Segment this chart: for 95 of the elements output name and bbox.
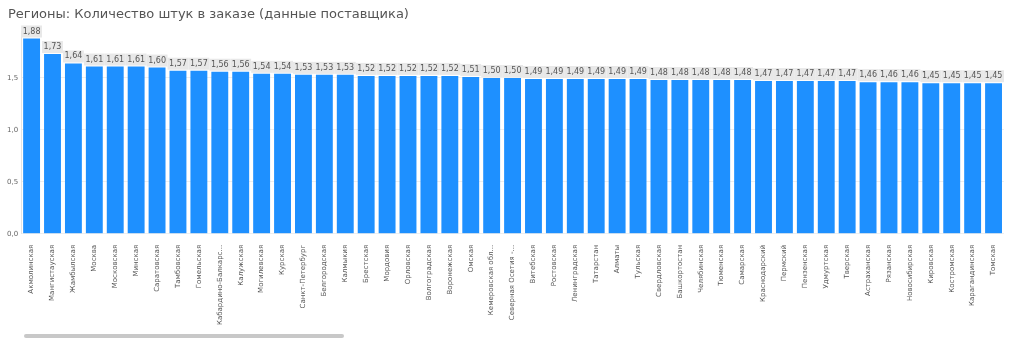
- bar: [817, 81, 835, 234]
- bar: [441, 75, 459, 234]
- data-label: 1,47: [817, 69, 836, 79]
- bar: [545, 79, 563, 234]
- bar: [922, 83, 940, 234]
- data-label: 1,46: [900, 70, 919, 80]
- bar: [525, 79, 542, 234]
- data-label: 1,51: [461, 65, 480, 75]
- bar: [127, 66, 145, 234]
- bar: [796, 81, 814, 234]
- data-label: 1,56: [231, 59, 250, 69]
- data-label: 1,52: [378, 63, 396, 73]
- data-label: 1,52: [357, 63, 376, 73]
- bar: [190, 70, 208, 234]
- data-label: 1,48: [733, 68, 752, 78]
- data-label: 1,46: [880, 70, 898, 80]
- data-label: 1,48: [691, 68, 710, 78]
- data-label: 1,45: [921, 71, 940, 81]
- bar: [232, 71, 250, 234]
- bar: [587, 79, 605, 234]
- data-label: 1,49: [566, 67, 585, 77]
- data-label: 1,61: [127, 54, 146, 64]
- chart-title: Регионы: Количество штук в заказе (данные поставщика): [8, 6, 409, 21]
- bar: [295, 74, 312, 234]
- data-label: 1,48: [712, 68, 731, 78]
- data-label: 1,49: [608, 67, 627, 77]
- bar: [859, 82, 877, 234]
- data-label: 1,53: [294, 62, 313, 72]
- data-label: 1,45: [984, 71, 1003, 81]
- data-label: 1,64: [64, 51, 83, 61]
- data-label: 1,61: [85, 54, 104, 64]
- bar: [336, 74, 354, 234]
- data-label: 1,49: [524, 67, 543, 77]
- bar: [378, 75, 396, 234]
- bar: [608, 79, 626, 234]
- bar: [85, 66, 103, 234]
- bar: [44, 54, 61, 234]
- bar: [838, 81, 856, 234]
- data-label: 1,45: [942, 71, 961, 81]
- bar: [504, 77, 522, 234]
- data-label: 1,52: [440, 63, 459, 73]
- bar: [985, 83, 1002, 234]
- data-label: 1,73: [43, 42, 62, 52]
- data-label: 1,56: [210, 59, 229, 69]
- bar: [399, 75, 417, 234]
- data-label: 1,45: [963, 71, 982, 81]
- data-label: 1,52: [420, 63, 438, 73]
- data-label: 1,50: [503, 66, 522, 76]
- data-label: 1,57: [169, 58, 187, 68]
- bar: [713, 80, 731, 234]
- data-label: 1,54: [273, 61, 292, 71]
- bar: [357, 75, 375, 234]
- data-label: 1,88: [22, 26, 41, 36]
- data-label: 1,47: [838, 69, 857, 79]
- bar: [148, 67, 166, 234]
- bar: [901, 82, 919, 234]
- data-label: 1,57: [189, 58, 208, 68]
- data-label: 1,49: [587, 67, 606, 77]
- data-label: 1,50: [482, 66, 501, 76]
- bar: [671, 80, 689, 234]
- data-label: 1,48: [650, 68, 668, 78]
- bar: [64, 63, 82, 234]
- data-label: 1,61: [106, 54, 125, 64]
- data-label: 1,60: [148, 55, 166, 65]
- bar: [734, 80, 752, 234]
- data-label: 1,46: [859, 70, 877, 80]
- bar: [106, 66, 124, 234]
- bar: [566, 79, 584, 234]
- bar: [775, 81, 793, 234]
- data-label: 1,53: [315, 62, 334, 72]
- bar: [23, 38, 41, 234]
- bar: [629, 79, 647, 234]
- data-label: 1,48: [670, 68, 689, 78]
- bar: [211, 71, 229, 234]
- data-label: 1,47: [754, 69, 773, 79]
- bar: [315, 74, 333, 234]
- data-label: 1,52: [399, 63, 417, 73]
- data-label: 1,47: [796, 69, 815, 79]
- bar: [880, 82, 898, 234]
- bar: [755, 81, 772, 234]
- data-label: 1,53: [336, 62, 355, 72]
- bar: [462, 76, 480, 234]
- bar: [964, 83, 982, 234]
- bar: [650, 80, 668, 234]
- data-label: 1,49: [545, 67, 564, 77]
- bar: [692, 80, 710, 234]
- bar: [169, 70, 187, 234]
- data-label: 1,54: [252, 61, 271, 71]
- bar: [274, 73, 291, 234]
- bar: [253, 73, 271, 234]
- data-label: 1,49: [629, 67, 647, 77]
- data-label: 1,47: [775, 69, 794, 79]
- bar: [420, 75, 438, 234]
- bar: [483, 77, 501, 234]
- bar: [943, 83, 961, 234]
